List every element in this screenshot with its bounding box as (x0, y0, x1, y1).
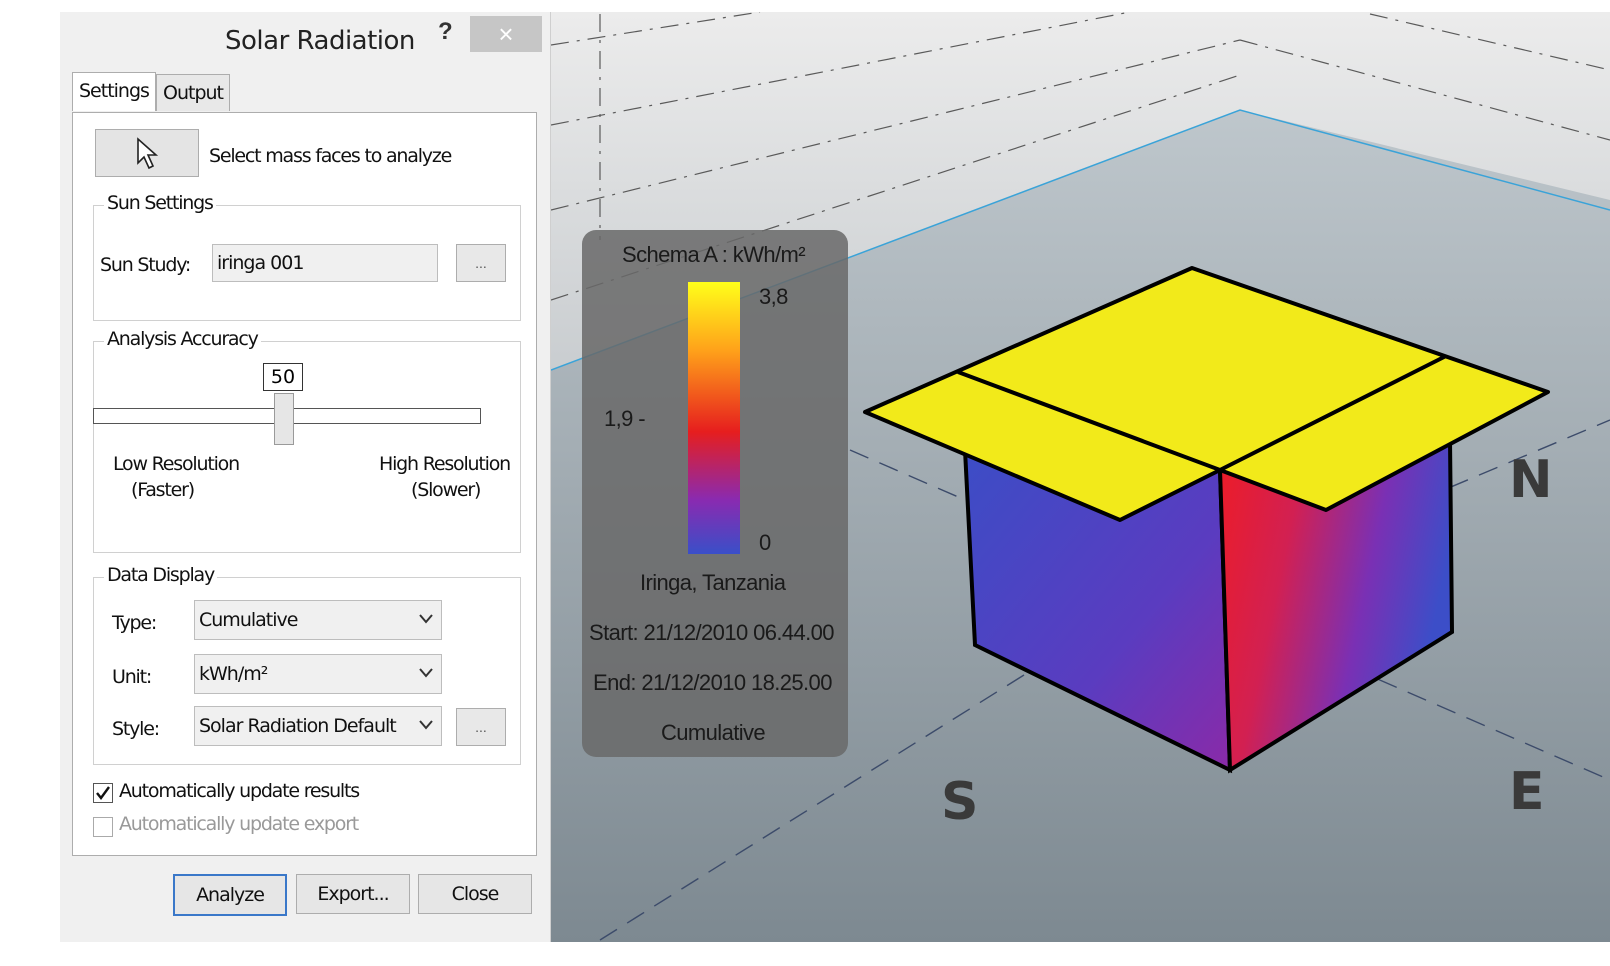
auto-update-export-label: Automatically update export (119, 813, 359, 835)
accuracy-slider-thumb[interactable] (274, 393, 294, 445)
chevron-down-icon (419, 614, 433, 624)
unit-select-value: kWh/m² (199, 663, 268, 685)
legend-type: Cumulative (661, 720, 766, 745)
legend-start: Start: 21/12/2010 06.44.00 (589, 620, 835, 645)
tab-settings[interactable]: Settings (72, 72, 156, 111)
auto-update-results-checkbox[interactable] (93, 783, 113, 803)
radiation-legend: Schema A : kWh/m² 3,8 1,9 - 0 Iringa, Ta… (582, 230, 848, 757)
sun-settings-group: Sun Settings Sun Study: iringa 001 ... (93, 192, 521, 321)
data-display-group: Data Display Type: Cumulative Unit: kWh/… (93, 564, 521, 765)
sun-study-label: Sun Study: (100, 254, 191, 276)
cursor-icon (137, 137, 159, 170)
style-label: Style: (112, 718, 160, 740)
low-resolution-label: Low Resolution (113, 453, 240, 475)
legend-location: Iringa, Tanzania (640, 570, 786, 595)
analysis-accuracy-group: Analysis Accuracy (93, 328, 521, 553)
style-select[interactable]: Solar Radiation Default (194, 706, 442, 746)
auto-update-results-label: Automatically update results (119, 780, 360, 802)
type-select-value: Cumulative (199, 609, 298, 631)
high-resolution-label: High Resolution (379, 453, 511, 475)
solar-radiation-dialog: Solar Radiation ? × Settings Output Sele… (60, 12, 551, 942)
legend-mid-value: 1,9 - (604, 406, 646, 431)
export-button[interactable]: Export... (296, 874, 410, 914)
chevron-down-icon (419, 720, 433, 730)
select-faces-button[interactable] (95, 129, 199, 177)
sun-settings-title: Sun Settings (104, 192, 216, 214)
close-button[interactable]: Close (418, 874, 532, 914)
legend-end: End: 21/12/2010 18.25.00 (593, 670, 832, 695)
compass-east: E (1509, 762, 1545, 822)
unit-label: Unit: (112, 666, 152, 688)
legend-max-value: 3,8 (759, 284, 788, 309)
compass-south: S (941, 772, 979, 832)
tab-output[interactable]: Output (156, 74, 230, 111)
auto-update-export-checkbox[interactable] (93, 817, 113, 837)
help-button[interactable]: ? (438, 18, 453, 45)
analysis-accuracy-title: Analysis Accuracy (104, 328, 261, 350)
checkmark-icon (96, 786, 110, 800)
legend-title: Schema A : kWh/m² (622, 242, 806, 267)
high-resolution-sub: (Slower) (411, 479, 481, 501)
accuracy-value: 50 (263, 363, 303, 391)
dialog-title: Solar Radiation (225, 26, 415, 56)
type-label: Type: (112, 612, 157, 634)
low-resolution-sub: (Faster) (131, 479, 195, 501)
data-display-title: Data Display (104, 564, 218, 586)
settings-panel: Select mass faces to analyze Sun Setting… (72, 112, 537, 856)
legend-color-ramp (688, 282, 740, 554)
unit-select[interactable]: kWh/m² (194, 654, 442, 694)
sun-study-browse-button[interactable]: ... (456, 244, 506, 282)
compass-north: N (1509, 450, 1553, 510)
style-select-value: Solar Radiation Default (199, 715, 397, 737)
title-bar[interactable]: Solar Radiation ? × (60, 12, 550, 70)
select-faces-label: Select mass faces to analyze (209, 145, 452, 167)
chevron-down-icon (419, 668, 433, 678)
style-browse-button[interactable]: ... (456, 708, 506, 746)
legend-min-value: 0 (759, 530, 771, 555)
type-select[interactable]: Cumulative (194, 600, 442, 640)
analyze-button[interactable]: Analyze (173, 874, 287, 916)
close-icon[interactable]: × (470, 16, 542, 52)
sun-study-field[interactable]: iringa 001 (212, 244, 438, 282)
